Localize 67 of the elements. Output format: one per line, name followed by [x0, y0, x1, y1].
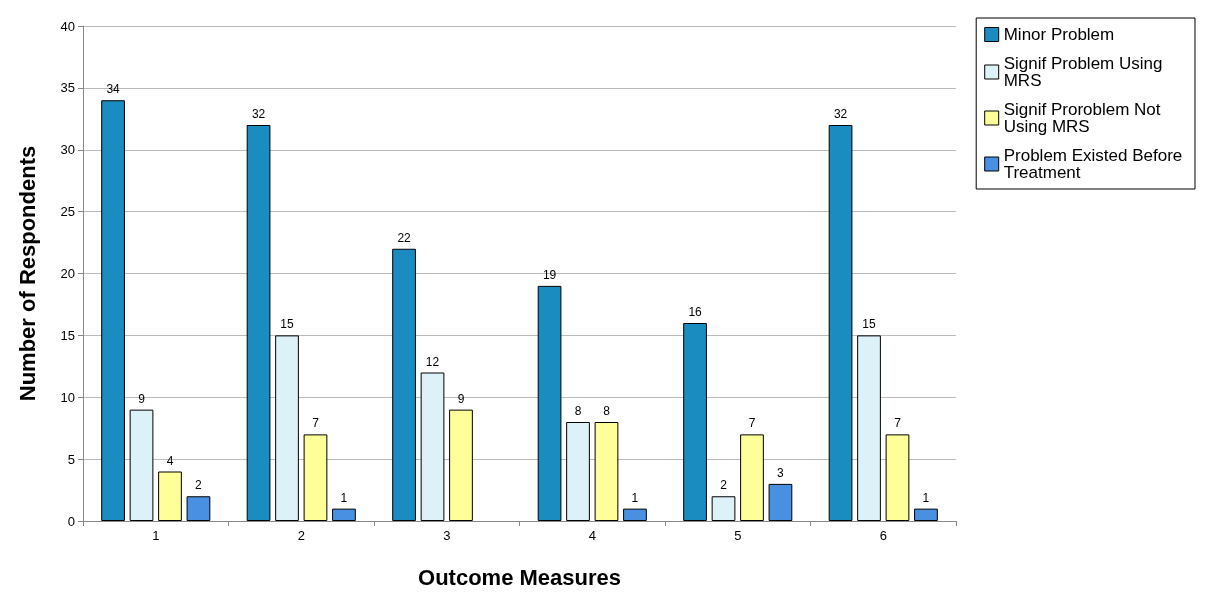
bar: [303, 434, 328, 521]
y-tick-label: 25: [60, 204, 75, 220]
legend-label: Signif Problem Using MRS: [1003, 54, 1168, 90]
bar: [275, 335, 299, 521]
data-label: 34: [106, 82, 121, 97]
bar: [158, 471, 182, 521]
bar: [623, 508, 647, 521]
data-label: 8: [574, 404, 582, 418]
data-label: 1: [631, 490, 639, 505]
legend-label: Signif Proroblem Not Using MRS: [1003, 100, 1166, 136]
legend-label: Minor Problem: [1003, 25, 1115, 44]
y-tick-label: 20: [60, 266, 75, 281]
data-label: 12: [425, 354, 440, 369]
bar: [768, 483, 793, 521]
data-label: 19: [542, 267, 557, 282]
bar: [740, 434, 764, 521]
data-label: 9: [457, 391, 465, 406]
bar: [537, 285, 562, 521]
data-label: 1: [340, 490, 348, 505]
data-label: 2: [720, 478, 728, 493]
y-tick-label: 30: [60, 142, 75, 158]
bar: [594, 422, 619, 521]
legend-label: Problem Existed Before Treatment: [1003, 146, 1188, 182]
x-tick-label: 6: [879, 528, 887, 543]
bar: [885, 434, 910, 521]
data-label: 1: [922, 490, 930, 505]
bar: [683, 323, 707, 521]
x-tick-label: 5: [734, 528, 742, 543]
bar: [246, 125, 271, 521]
data-label: 16: [688, 305, 703, 319]
data-label: 15: [280, 317, 295, 332]
bar: [392, 248, 416, 521]
x-tick-label: 3: [443, 528, 451, 543]
y-tick-label: 5: [67, 451, 75, 467]
bar: [566, 422, 590, 521]
y-tick-label: 35: [60, 80, 75, 96]
data-label: 22: [397, 230, 412, 245]
bar: [186, 496, 211, 521]
data-label: 32: [251, 107, 266, 121]
data-label: 7: [894, 416, 902, 431]
bar: [828, 125, 853, 521]
x-axis-title: Outcome Measures: [418, 564, 621, 590]
bar: [101, 100, 125, 521]
bar: [914, 508, 938, 521]
bar: [129, 409, 154, 521]
data-label: 3: [777, 465, 785, 480]
bar: [420, 372, 445, 521]
y-tick-label: 10: [60, 389, 75, 405]
data-label: 2: [195, 478, 203, 493]
data-label: 9: [138, 391, 146, 406]
bar: [332, 508, 356, 521]
data-label: 4: [166, 453, 174, 468]
y-axis-title: Number of Respondents: [14, 145, 40, 402]
y-tick-label: 40: [60, 18, 75, 34]
data-label: 8: [603, 404, 611, 418]
data-label: 32: [833, 107, 848, 121]
x-tick-label: 4: [588, 528, 596, 543]
data-label: 7: [748, 416, 756, 431]
y-tick-label: 15: [60, 327, 75, 343]
data-label: 7: [312, 416, 320, 431]
x-tick-label: 2: [297, 528, 305, 543]
bar: [449, 409, 473, 521]
x-tick-label: 1: [152, 528, 160, 543]
data-label: 15: [862, 317, 877, 332]
y-tick-label: 0: [67, 513, 75, 529]
bar: [857, 335, 881, 521]
bar: [711, 496, 736, 521]
